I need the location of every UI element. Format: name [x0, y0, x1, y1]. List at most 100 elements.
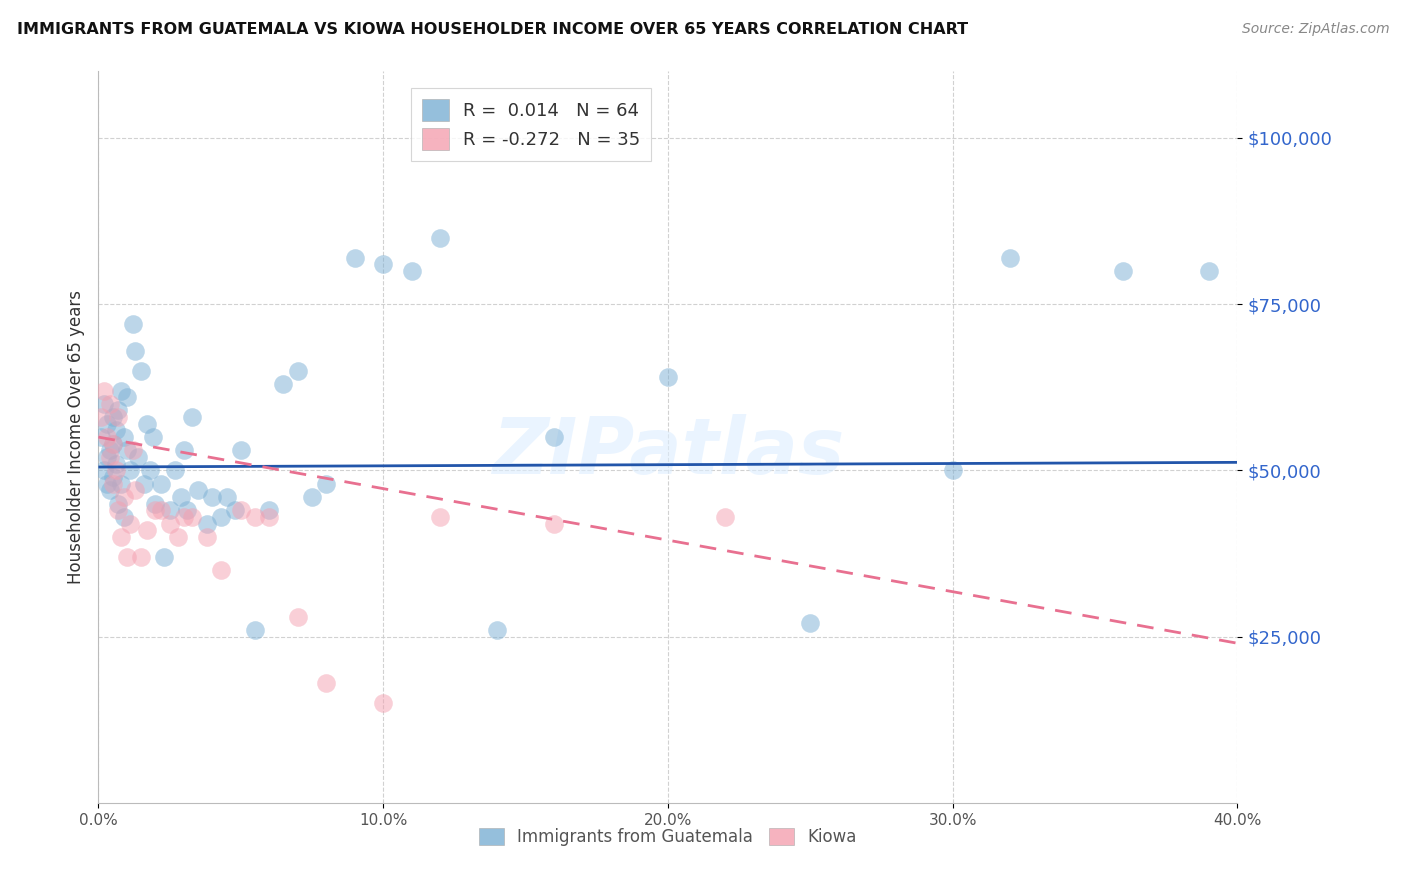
Point [96, 417, 118, 431]
Point [942, 463, 965, 477]
Point [138, 463, 160, 477]
Point [301, 490, 323, 504]
Point [153, 549, 176, 564]
Point [93, 463, 115, 477]
Legend: Immigrants from Guatemala, Kiowa: Immigrants from Guatemala, Kiowa [472, 822, 863, 853]
Point [165, 463, 187, 477]
Point [209, 509, 232, 524]
Point [98, 450, 121, 464]
Point [181, 410, 204, 425]
Point [98, 443, 121, 458]
Point [101, 476, 124, 491]
Point [135, 523, 157, 537]
Point [104, 424, 127, 438]
Point [287, 363, 309, 377]
Point [373, 696, 395, 710]
Point [121, 317, 143, 331]
Point [110, 530, 132, 544]
Point [132, 476, 155, 491]
Point [145, 497, 167, 511]
Point [96, 450, 118, 464]
Point [118, 463, 141, 477]
Point [145, 503, 167, 517]
Point [543, 516, 565, 531]
Point [118, 516, 141, 531]
Point [243, 509, 266, 524]
Point [107, 503, 129, 517]
Point [115, 443, 138, 458]
Point [167, 530, 190, 544]
Point [429, 230, 451, 244]
Point [96, 476, 118, 491]
Point [124, 343, 146, 358]
Point [259, 509, 281, 524]
Point [115, 549, 138, 564]
Point [229, 503, 252, 517]
Text: ZIPatlas: ZIPatlas [492, 414, 844, 490]
Point [93, 384, 115, 398]
Point [110, 384, 132, 398]
Point [159, 503, 181, 517]
Point [159, 516, 181, 531]
Point [229, 443, 252, 458]
Point [287, 609, 309, 624]
Point [1112, 264, 1135, 278]
Point [150, 476, 173, 491]
Point [401, 264, 423, 278]
Point [98, 397, 121, 411]
Y-axis label: Householder Income Over 65 years: Householder Income Over 65 years [66, 290, 84, 584]
Point [107, 410, 129, 425]
Point [141, 430, 163, 444]
Text: IMMIGRANTS FROM GUATEMALA VS KIOWA HOUSEHOLDER INCOME OVER 65 YEARS CORRELATION : IMMIGRANTS FROM GUATEMALA VS KIOWA HOUSE… [17, 22, 967, 37]
Point [112, 430, 135, 444]
Point [96, 430, 118, 444]
Point [121, 443, 143, 458]
Point [98, 483, 121, 498]
Point [129, 549, 152, 564]
Point [181, 509, 204, 524]
Point [173, 509, 195, 524]
Point [112, 490, 135, 504]
Point [543, 430, 565, 444]
Point [90, 430, 112, 444]
Point [315, 476, 337, 491]
Point [170, 490, 193, 504]
Point [104, 463, 127, 477]
Point [486, 623, 509, 637]
Point [195, 516, 218, 531]
Point [104, 457, 127, 471]
Point [135, 417, 157, 431]
Point [998, 251, 1021, 265]
Point [187, 483, 209, 498]
Text: Source: ZipAtlas.com: Source: ZipAtlas.com [1241, 22, 1389, 37]
Point [714, 509, 737, 524]
Point [101, 436, 124, 450]
Point [112, 509, 135, 524]
Point [224, 503, 246, 517]
Point [201, 490, 224, 504]
Point [259, 503, 281, 517]
Point [315, 676, 337, 690]
Point [90, 410, 112, 425]
Point [343, 251, 366, 265]
Point [209, 563, 232, 577]
Point [799, 616, 821, 631]
Point [429, 509, 451, 524]
Point [373, 257, 395, 271]
Point [127, 450, 149, 464]
Point [195, 530, 218, 544]
Point [1198, 264, 1220, 278]
Point [115, 390, 138, 404]
Point [215, 490, 238, 504]
Point [657, 370, 679, 384]
Point [176, 503, 198, 517]
Point [124, 483, 146, 498]
Point [107, 497, 129, 511]
Point [101, 410, 124, 425]
Point [101, 436, 124, 450]
Point [273, 376, 295, 391]
Point [93, 397, 115, 411]
Point [107, 403, 129, 417]
Point [243, 623, 266, 637]
Point [101, 470, 124, 484]
